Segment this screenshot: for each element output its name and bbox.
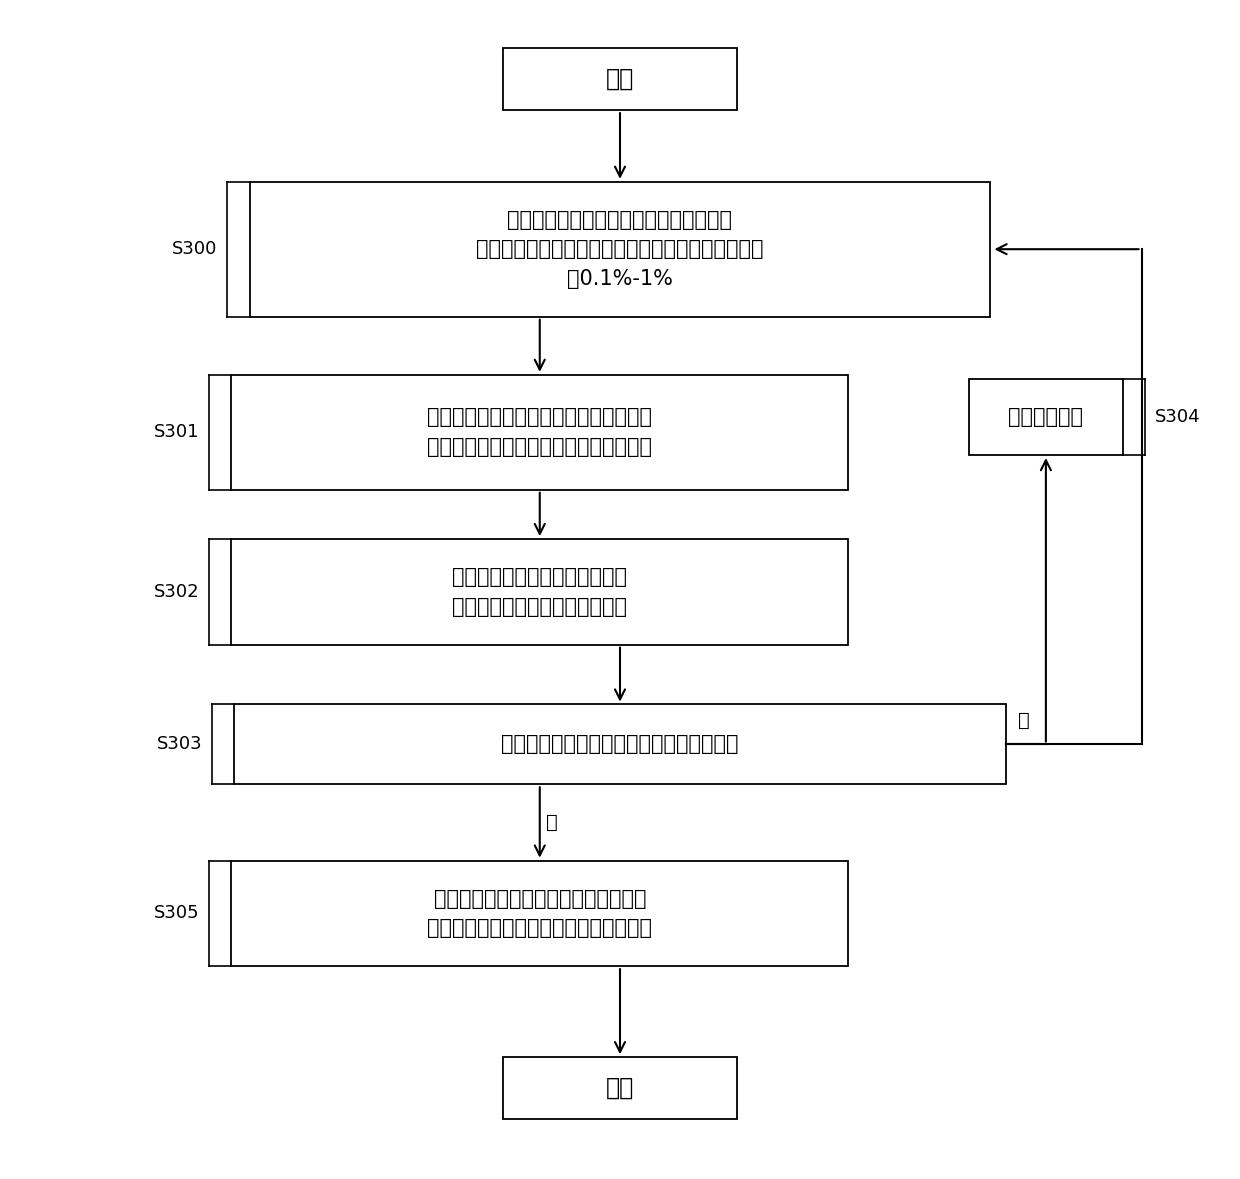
Text: 更换待调电阻: 更换待调电阻	[1008, 407, 1084, 427]
Text: S305: S305	[154, 904, 200, 922]
Text: 确定激光调阻方案为依次以蛇形刀口、
第一刀口和第二刀口对毛坯电阻进行切割: 确定激光调阻方案为依次以蛇形刀口、 第一刀口和第二刀口对毛坯电阻进行切割	[428, 889, 652, 938]
Bar	[231, 539, 848, 645]
Bar	[234, 705, 1006, 784]
Bar	[231, 861, 848, 966]
Bar	[502, 1058, 738, 1119]
Text: 是: 是	[546, 814, 558, 832]
Text: S301: S301	[154, 423, 200, 441]
Text: S304: S304	[1156, 408, 1200, 426]
Text: 判断待调电阻的阻值精度是否达到目标精度: 判断待调电阻的阻值精度是否达到目标精度	[501, 735, 739, 755]
Text: 开始: 开始	[606, 67, 634, 91]
Bar	[968, 378, 1123, 455]
Text: S303: S303	[156, 736, 202, 753]
Text: S300: S300	[172, 241, 217, 258]
Text: 否: 否	[1018, 711, 1030, 730]
Text: S302: S302	[154, 582, 200, 601]
Bar	[502, 48, 738, 110]
Text: 对待调电阻以蛇形刀口进行第一次切割，
以使待调电阻的阻值精度达到预定精度，预定精度介
于0.1%-1%: 对待调电阻以蛇形刀口进行第一次切割， 以使待调电阻的阻值精度达到预定精度，预定精…	[476, 210, 764, 289]
Text: 结束: 结束	[606, 1076, 634, 1100]
Text: 根据差值确定第二刀口的长度，
对待调电阻以第二刀口进行切割: 根据差值确定第二刀口的长度， 对待调电阻以第二刀口进行切割	[453, 567, 627, 617]
Text: 对待调电阻以第一刀口进行切割，获取待
调电阻的实际阻值与目标阻值之间的差值: 对待调电阻以第一刀口进行切割，获取待 调电阻的实际阻值与目标阻值之间的差值	[428, 408, 652, 457]
Bar	[249, 182, 991, 317]
Bar	[231, 375, 848, 489]
